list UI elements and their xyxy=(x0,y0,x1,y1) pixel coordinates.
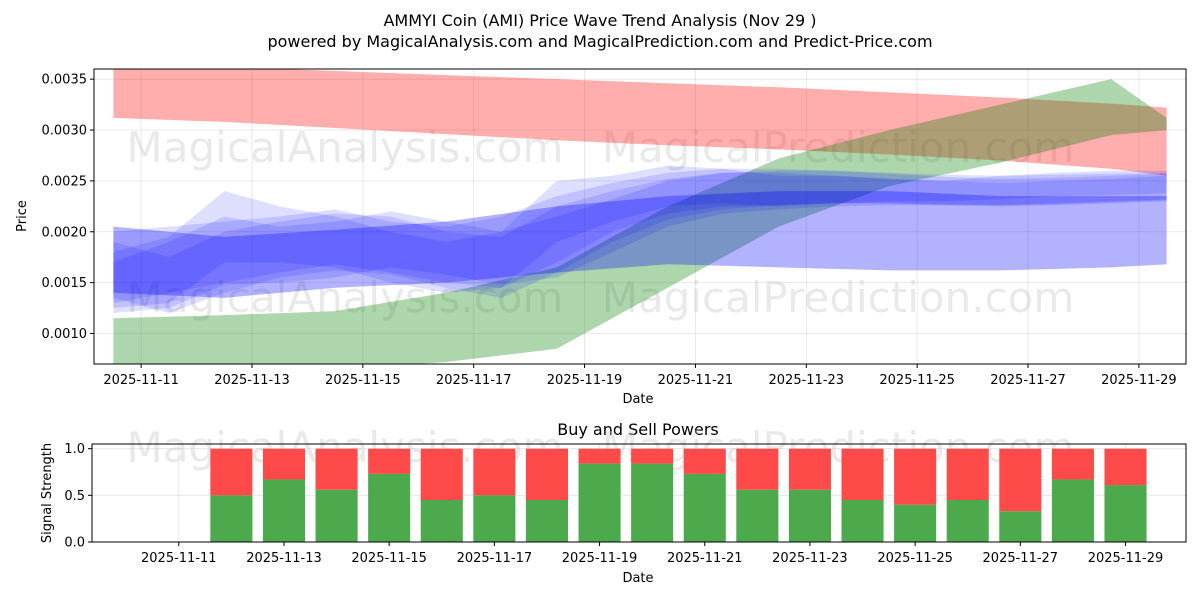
sell-bar xyxy=(841,448,884,500)
sell-bar xyxy=(683,448,726,474)
price-y-tick-label: 0.0015 xyxy=(42,276,88,291)
price-x-tick-label: 2025-11-13 xyxy=(214,373,290,388)
band-blue-wave-2 xyxy=(113,168,1167,303)
price-grid xyxy=(94,69,1186,364)
price-x-tick-label: 2025-11-23 xyxy=(769,373,845,388)
price-y-ticks: 0.0010 0.0015 0.0020 0.0025 0.0030 0.0035 xyxy=(42,73,94,342)
price-bands xyxy=(113,69,1167,364)
buy-sell-x-tick-label: 2025-11-11 xyxy=(141,551,217,566)
price-x-tick-label: 2025-11-25 xyxy=(879,373,955,388)
price-x-tick-label: 2025-11-27 xyxy=(990,373,1066,388)
price-x-tick-label: 2025-11-19 xyxy=(547,373,623,388)
buy-sell-x-tick-label: 2025-11-25 xyxy=(877,551,953,566)
sell-bar xyxy=(368,448,411,474)
price-x-tick-label: 2025-11-21 xyxy=(658,373,734,388)
buy-bar xyxy=(578,463,621,542)
band-blue-wave-4 xyxy=(113,170,1167,314)
watermark-3: MagicalAnalysis.com xyxy=(127,273,564,322)
price-y-tick-label: 0.0010 xyxy=(42,327,88,342)
buy-bar xyxy=(315,489,358,542)
sell-bar xyxy=(631,448,674,464)
sell-bar xyxy=(262,448,306,480)
sell-bar xyxy=(946,448,989,500)
band-blue-band-main xyxy=(113,191,1167,298)
chart-subtitle: powered by MagicalAnalysis.com and Magic… xyxy=(267,32,932,51)
buy-sell-x-tick-label: 2025-11-23 xyxy=(772,551,848,566)
sell-bar xyxy=(578,448,621,464)
buy-sell-x-tick-label: 2025-11-15 xyxy=(351,551,427,566)
band-blue-wave-3 xyxy=(113,172,1167,314)
buy-sell-x-label: Date xyxy=(622,571,653,586)
price-watermarks: MagicalAnalysis.com MagicalPrediction.co… xyxy=(127,123,1075,322)
sell-bar xyxy=(1051,448,1094,480)
price-x-label: Date xyxy=(622,392,653,407)
price-y-tick-label: 0.0035 xyxy=(42,73,88,88)
sell-bar xyxy=(788,448,831,490)
buy-bar xyxy=(210,495,253,542)
price-wave-plot: MagicalAnalysis.com MagicalPrediction.co… xyxy=(15,68,1187,407)
buy-sell-bars xyxy=(210,448,1147,542)
buy-sell-title: Buy and Sell Powers xyxy=(557,420,719,439)
band-blue-wave-1 xyxy=(113,165,1167,309)
buy-bar xyxy=(788,489,831,542)
band-green-band xyxy=(113,79,1167,364)
watermark-1: MagicalAnalysis.com xyxy=(127,123,564,172)
buy-bar xyxy=(841,500,884,542)
band-red-band xyxy=(113,69,1167,176)
price-x-tick-label: 2025-11-17 xyxy=(436,373,512,388)
buy-bar xyxy=(683,473,726,542)
buy-sell-x-tick-label: 2025-11-17 xyxy=(457,551,533,566)
buy-bar xyxy=(473,495,516,542)
buy-sell-x-ticks: 2025-11-11 2025-11-13 2025-11-15 2025-11-17… xyxy=(141,542,1163,566)
buy-sell-y-ticks: 0.0 0.5 1.0 xyxy=(64,442,92,551)
buy-sell-x-tick-label: 2025-11-27 xyxy=(983,551,1059,566)
buy-sell-x-tick-label: 2025-11-13 xyxy=(246,551,322,566)
buy-sell-x-tick-label: 2025-11-29 xyxy=(1088,551,1164,566)
buy-sell-x-tick-label: 2025-11-19 xyxy=(562,551,638,566)
buy-sell-y-tick-label: 0.0 xyxy=(64,536,85,551)
watermark-4: MagicalPrediction.com xyxy=(602,273,1075,322)
price-y-label: Price xyxy=(15,200,30,232)
buy-bar xyxy=(1104,485,1147,542)
price-x-tick-label: 2025-11-29 xyxy=(1101,373,1177,388)
buy-bar xyxy=(368,473,411,542)
buy-bar xyxy=(736,489,779,542)
sell-bar xyxy=(894,448,937,505)
watermark-2: MagicalPrediction.com xyxy=(602,123,1075,172)
price-x-tick-label: 2025-11-11 xyxy=(103,373,179,388)
price-y-tick-label: 0.0030 xyxy=(42,124,88,139)
sell-bar xyxy=(525,448,568,500)
price-x-tick-label: 2025-11-15 xyxy=(325,373,401,388)
price-plot-frame xyxy=(93,68,1187,365)
chart-title: AMMYI Coin (AMI) Price Wave Trend Analys… xyxy=(383,11,816,30)
buy-bar xyxy=(262,479,306,542)
buy-sell-plot-frame xyxy=(91,443,1187,543)
sell-bar xyxy=(420,448,463,500)
buy-sell-y-tick-label: 1.0 xyxy=(64,442,85,457)
sell-bar xyxy=(736,448,779,490)
buy-bar xyxy=(420,500,463,542)
buy-sell-y-tick-label: 0.5 xyxy=(64,489,85,504)
buy-bar xyxy=(1051,479,1094,542)
buy-sell-plot: Buy and Sell Powers MagicalAnalysis.com … xyxy=(40,420,1187,586)
price-x-ticks: 2025-11-11 2025-11-13 2025-11-15 2025-11-17… xyxy=(103,364,1177,388)
price-y-tick-label: 0.0025 xyxy=(42,174,88,189)
buy-sell-y-label: Signal Strength xyxy=(40,443,55,543)
buy-bar xyxy=(525,500,568,542)
price-y-tick-label: 0.0020 xyxy=(42,225,88,240)
sell-bar xyxy=(999,448,1042,512)
sell-bar xyxy=(1104,448,1147,486)
sell-bar xyxy=(473,448,516,496)
sell-bar xyxy=(315,448,358,490)
buy-bar xyxy=(631,463,674,542)
buy-bar xyxy=(946,500,989,542)
buy-sell-x-tick-label: 2025-11-21 xyxy=(667,551,743,566)
sell-bar xyxy=(210,448,253,496)
buy-bar xyxy=(999,511,1042,542)
buy-bar xyxy=(894,504,937,542)
watermark-6: MagicalPrediction.com xyxy=(602,423,1075,472)
